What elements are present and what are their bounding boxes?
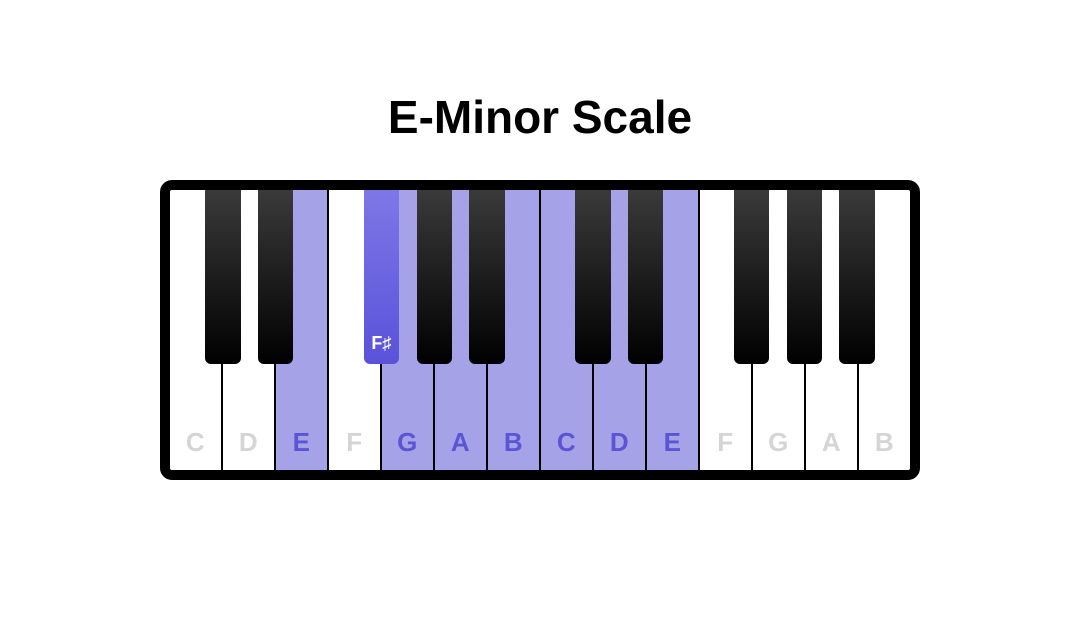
white-keys-row: CDEFGABCDEFGAB <box>170 190 910 470</box>
white-key-5: A <box>435 190 488 470</box>
white-key-label: F <box>717 427 733 458</box>
white-key-label: G <box>397 427 418 458</box>
white-key-13: B <box>859 190 910 470</box>
white-key-label: C <box>186 427 205 458</box>
white-key-label: A <box>451 427 470 458</box>
white-key-1: D <box>223 190 276 470</box>
white-key-12: A <box>806 190 859 470</box>
white-key-label: B <box>875 427 894 458</box>
piano-keyboard: CDEFGABCDEFGAB F♯ <box>160 180 920 480</box>
white-key-2: E <box>276 190 329 470</box>
white-key-6: B <box>488 190 541 470</box>
white-key-9: E <box>647 190 700 470</box>
white-key-label: D <box>239 427 258 458</box>
white-key-label: D <box>610 427 629 458</box>
scale-title: E-Minor Scale <box>388 90 692 144</box>
white-key-label: B <box>504 427 523 458</box>
white-key-8: D <box>594 190 647 470</box>
white-key-label: G <box>768 427 789 458</box>
white-key-11: G <box>753 190 806 470</box>
white-key-label: C <box>557 427 576 458</box>
white-key-4: G <box>382 190 435 470</box>
white-key-0: C <box>170 190 223 470</box>
white-key-label: F <box>346 427 362 458</box>
white-key-3: F <box>329 190 382 470</box>
keyboard-inner: CDEFGABCDEFGAB F♯ <box>170 190 910 470</box>
white-key-label: E <box>664 427 682 458</box>
white-key-label: A <box>822 427 841 458</box>
white-key-label: E <box>293 427 311 458</box>
white-key-7: C <box>541 190 594 470</box>
white-key-10: F <box>700 190 753 470</box>
